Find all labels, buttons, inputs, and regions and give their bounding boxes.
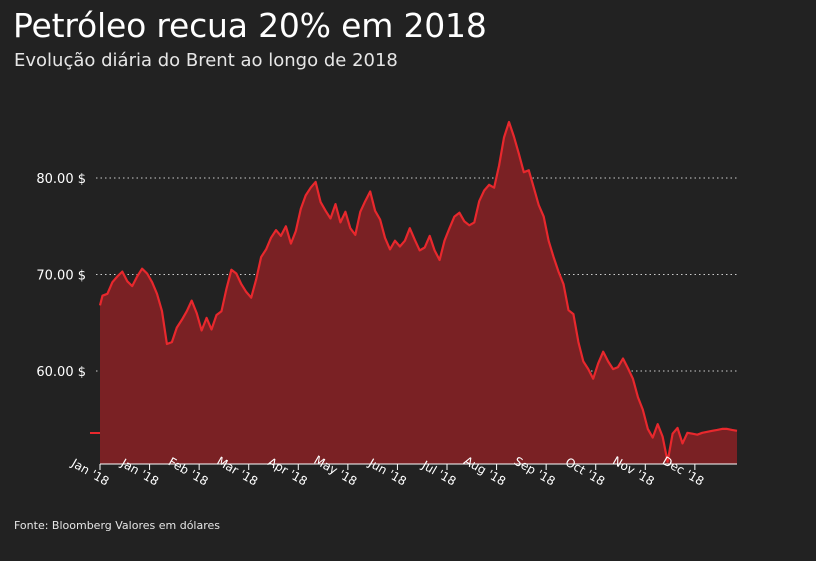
y-tick-label: 80.00 $ <box>36 172 86 187</box>
price-area <box>100 122 737 464</box>
chart-subtitle: Evolução diária do Brent ao longo de 201… <box>14 50 398 71</box>
source-note: Fonte: Bloomberg Valores em dólares <box>14 519 220 532</box>
chart-title: Petróleo recua 20% em 2018 <box>13 6 487 45</box>
y-axis-ticks: 60.00 $ 70.00 $ 80.00 $ <box>36 172 86 380</box>
y-tick-label: 70.00 $ <box>36 269 86 284</box>
y-tick-label: 60.00 $ <box>36 365 86 380</box>
price-line <box>98 120 738 463</box>
